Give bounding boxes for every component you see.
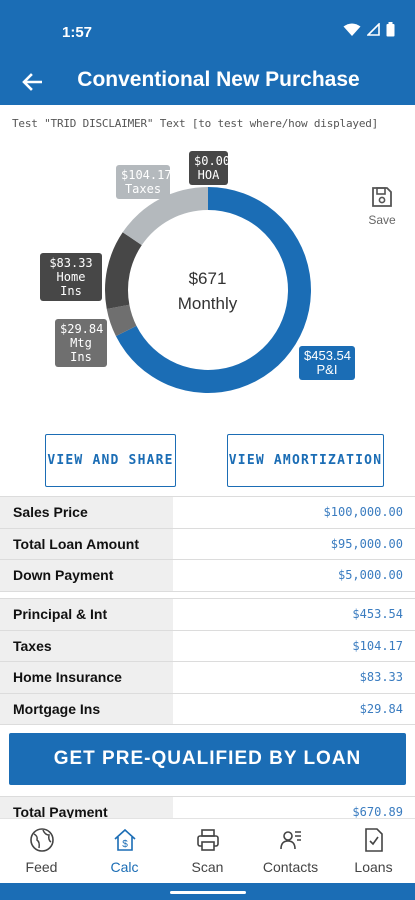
- globe-icon: [29, 828, 54, 852]
- nav-contacts[interactable]: Contacts: [249, 819, 332, 883]
- row-label: Mortgage Ins: [0, 693, 173, 724]
- donut-slice-mtg-ins: [106, 304, 137, 337]
- donut-slice-taxes: [122, 187, 208, 246]
- chart-label-taxes-amount: $104.17: [121, 168, 172, 182]
- bottom-nav: Feed $ Calc Scan Contacts Loans: [0, 818, 415, 883]
- signal-icon: [367, 23, 380, 36]
- nav-scan[interactable]: Scan: [166, 819, 249, 883]
- chart-label-taxes: $104.17 Taxes: [116, 165, 172, 199]
- chart-center-label: Monthly: [177, 294, 238, 313]
- row-value: $83.33: [359, 670, 403, 685]
- save-label: Save: [368, 213, 396, 227]
- payment-breakdown-table: Principal & Int $453.54 Taxes $104.17 Ho…: [0, 598, 415, 725]
- chart-label-home-ins-name: Home Ins: [56, 270, 86, 298]
- home-handle[interactable]: [170, 891, 246, 894]
- chart-center-amount: $671: [188, 269, 227, 288]
- document-check-icon: [364, 828, 383, 852]
- row-label: Principal & Int: [0, 599, 173, 630]
- row-value: $5,000.00: [337, 568, 403, 583]
- table-row: Taxes $104.17: [0, 630, 415, 662]
- printer-icon: [196, 829, 219, 851]
- donut-slice-home-ins: [105, 232, 142, 309]
- chart-label-pi-name: P&I: [316, 362, 338, 377]
- status-icons: [343, 22, 395, 37]
- nav-scan-label: Scan: [191, 859, 224, 875]
- contacts-icon: [279, 831, 301, 850]
- status-time: 1:57: [62, 24, 93, 41]
- svg-text:$: $: [122, 839, 128, 850]
- nav-loans[interactable]: Loans: [332, 819, 415, 883]
- disclaimer-text: Test "TRID DISCLAIMER" Text [to test whe…: [12, 117, 379, 130]
- row-label: Down Payment: [0, 560, 173, 591]
- nav-contacts-label: Contacts: [262, 859, 319, 875]
- floppy-disk-icon: [372, 187, 392, 207]
- wifi-icon: [343, 23, 361, 36]
- battery-icon: [386, 22, 395, 37]
- chart-label-mtg-ins: $29.84 Mtg Ins: [55, 319, 107, 367]
- chart-label-mtg-ins-amount: $29.84: [60, 322, 104, 336]
- row-label: Home Insurance: [0, 662, 173, 693]
- system-nav-bar: [0, 883, 415, 900]
- status-bar: 1:57: [0, 0, 415, 60]
- chart-label-hoa: $0.00 HOA: [189, 151, 231, 185]
- chart-label-pi: $453.54 P&I: [299, 346, 355, 380]
- back-button[interactable]: [16, 66, 48, 98]
- row-value: $29.84: [359, 701, 403, 716]
- row-label: Sales Price: [0, 497, 173, 528]
- nav-feed-label: Feed: [25, 859, 58, 875]
- chart-label-mtg-ins-name: Mtg Ins: [70, 336, 92, 364]
- app-bar: Conventional New Purchase: [0, 60, 415, 105]
- page-title: Conventional New Purchase: [77, 68, 360, 91]
- table-row: Mortgage Ins $29.84: [0, 693, 415, 725]
- nav-feed[interactable]: Feed: [0, 819, 83, 883]
- nav-loans-label: Loans: [354, 859, 393, 875]
- table-row: Principal & Int $453.54: [0, 599, 415, 631]
- get-pre-qualified-button[interactable]: GET PRE-QUALIFIED BY LOAN: [9, 733, 406, 785]
- house-dollar-icon: $: [113, 828, 136, 851]
- chart-label-home-ins-amount: $83.33: [49, 256, 93, 270]
- row-value: $670.89: [352, 805, 403, 820]
- row-value: $95,000.00: [330, 536, 403, 551]
- nav-calc-label: Calc: [110, 859, 139, 875]
- row-value: $100,000.00: [323, 505, 403, 520]
- row-label: Total Loan Amount: [0, 528, 173, 559]
- table-row: Total Loan Amount $95,000.00: [0, 528, 415, 560]
- view-amortization-button[interactable]: VIEW AMORTIZATION: [227, 434, 384, 487]
- chart-label-hoa-amount: $0.00: [194, 154, 231, 168]
- save-button[interactable]: Save: [362, 186, 402, 227]
- table-row: Home Insurance $83.33: [0, 662, 415, 694]
- chart-label-pi-amount: $453.54: [304, 348, 351, 363]
- payment-donut-chart: [105, 186, 312, 393]
- donut-slices: [105, 186, 312, 393]
- chart-label-home-ins: $83.33 Home Ins: [40, 253, 102, 301]
- nav-calc[interactable]: $ Calc: [83, 819, 166, 883]
- chart-label-hoa-name: HOA: [197, 168, 220, 182]
- row-value: $104.17: [352, 638, 403, 653]
- view-and-share-button[interactable]: VIEW AND SHARE: [45, 434, 176, 487]
- table-row: Down Payment $5,000.00: [0, 560, 415, 592]
- table-row: Sales Price $100,000.00: [0, 497, 415, 529]
- loan-summary-table: Sales Price $100,000.00 Total Loan Amoun…: [0, 496, 415, 592]
- row-value: $453.54: [352, 607, 403, 622]
- row-label: Taxes: [0, 630, 173, 661]
- chart-label-taxes-name: Taxes: [124, 182, 162, 196]
- arrow-left-icon: [22, 73, 42, 91]
